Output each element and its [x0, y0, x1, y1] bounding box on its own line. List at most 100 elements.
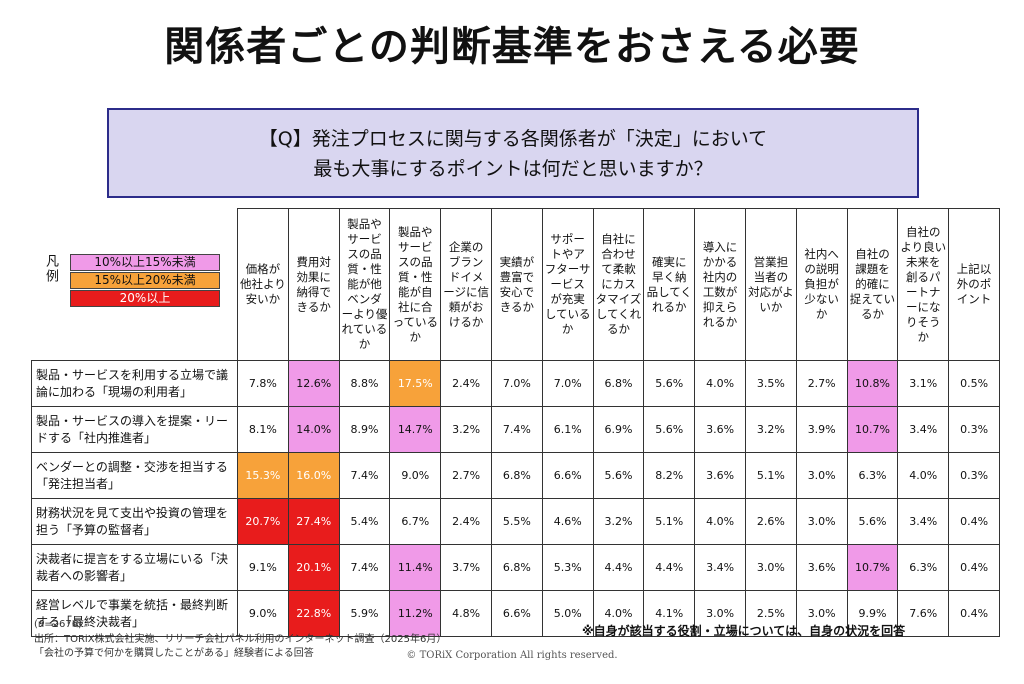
value-cell: 10.7% — [846, 406, 899, 453]
value-cell: 6.8% — [490, 452, 543, 499]
source-note: 出所：TORiX株式会社実施、リサーチ会社パネル利用のインターネット調査（202… — [34, 633, 446, 661]
value-cell: 17.5% — [389, 360, 442, 407]
value-cell: 2.4% — [440, 498, 492, 545]
question-line-2: 最も大事にするポイントは何だと思いますか？ — [313, 158, 713, 180]
value-cell: 3.7% — [440, 544, 492, 591]
value-cell: 3.0% — [694, 590, 746, 637]
table-row: 経営レベルで事業を統括・最終判断する「最終決裁者」 9.0% 22.8% 5.9% 11… — [31, 590, 1000, 637]
value-cell: 11.4% — [389, 544, 442, 591]
row-label: 財務状況を見て支出や投資の管理を担う「予算の監督者」 — [31, 498, 238, 545]
legend-item: 15%以上20%未満 — [70, 272, 220, 289]
value-cell: 11.2% — [389, 590, 442, 637]
value-cell: 2.7% — [440, 452, 492, 499]
value-cell: 0.3% — [948, 406, 1000, 453]
value-cell: 7.4% — [490, 406, 543, 453]
value-cell: 5.1% — [643, 498, 696, 545]
value-cell: 5.1% — [744, 452, 797, 499]
page-title: 関係者ごとの判断基準をおさえる必要 — [164, 24, 860, 70]
value-cell: 3.0% — [744, 544, 797, 591]
column-header: 価格が他社より安いか — [237, 208, 289, 361]
column-header: 自社のより良い未来を創るパートナーになりそうか — [897, 208, 950, 361]
value-cell: 4.0% — [694, 498, 746, 545]
value-cell: 14.0% — [287, 406, 340, 453]
column-header: 社内への説明負担が少ないか — [795, 208, 848, 361]
value-cell: 0.4% — [948, 590, 1000, 637]
value-cell: 8.1% — [237, 406, 289, 453]
row-label: 製品・サービスの導入を提案・リードする「社内推進者」 — [31, 406, 238, 453]
value-cell: 14.7% — [389, 406, 442, 453]
column-header: 企業のブランドイメージに信頼がおけるか — [440, 208, 492, 361]
value-cell: 4.0% — [694, 360, 746, 407]
value-cell: 10.7% — [846, 544, 899, 591]
result-table: 価格が他社より安いか 費用対効果に納得できるか 製品やサービスの品質・性能が他ベンダ… — [31, 208, 1000, 637]
column-header: 自社に合わせて柔軟にカスタマイズしてくれるか — [592, 208, 645, 361]
value-cell: 5.6% — [846, 498, 899, 545]
value-cell: 7.6% — [897, 590, 950, 637]
value-cell: 12.6% — [287, 360, 340, 407]
table-row: 製品・サービスを利用する立場で議論に加わる「現場の利用者」 7.8% 12.6% 8.… — [31, 360, 1000, 407]
column-header: 費用対効果に納得できるか — [287, 208, 340, 361]
value-cell: 3.0% — [795, 452, 848, 499]
value-cell: 3.2% — [440, 406, 492, 453]
value-cell: 4.4% — [643, 544, 696, 591]
copyright: © TORiX Corporation All rights reserved. — [406, 650, 618, 661]
value-cell: 8.8% — [338, 360, 391, 407]
value-cell: 3.4% — [897, 498, 950, 545]
value-cell: 15.3% — [237, 452, 289, 499]
value-cell: 3.0% — [795, 590, 848, 637]
value-cell: 4.0% — [592, 590, 645, 637]
value-cell: 6.9% — [592, 406, 645, 453]
value-cell: 3.4% — [694, 544, 746, 591]
value-cell: 4.8% — [440, 590, 492, 637]
value-cell: 7.8% — [237, 360, 289, 407]
value-cell: 0.4% — [948, 498, 1000, 545]
value-cell: 3.5% — [744, 360, 797, 407]
value-cell: 0.3% — [948, 452, 1000, 499]
value-cell: 6.7% — [389, 498, 442, 545]
column-header: 製品やサービスの品質・性能が自社に合っているか — [389, 208, 442, 361]
source-line-2: 「会社の予算で何かを購買したことがある」経験者による回答 — [34, 648, 314, 659]
value-cell: 5.9% — [338, 590, 391, 637]
table-row: 製品・サービスの導入を提案・リードする「社内推進者」 8.1% 14.0% 8.9% 1… — [31, 406, 1000, 453]
value-cell: 10.8% — [846, 360, 899, 407]
value-cell: 3.1% — [897, 360, 950, 407]
value-cell: 4.4% — [592, 544, 645, 591]
value-cell: 22.8% — [287, 590, 340, 637]
value-cell: 4.1% — [643, 590, 696, 637]
value-cell: 7.4% — [338, 544, 391, 591]
question-line-1: 【Q】発注プロセスに関与する各関係者が「決定」において — [258, 128, 768, 150]
value-cell: 6.3% — [846, 452, 899, 499]
value-cell: 6.6% — [541, 452, 594, 499]
value-cell: 8.9% — [338, 406, 391, 453]
value-cell: 7.0% — [541, 360, 594, 407]
column-header: 確実に早く納品してくれるか — [643, 208, 696, 361]
value-cell: 6.8% — [490, 544, 543, 591]
value-cell: 3.6% — [795, 544, 848, 591]
value-cell: 4.6% — [541, 498, 594, 545]
value-cell: 9.0% — [389, 452, 442, 499]
value-cell: 3.2% — [744, 406, 797, 453]
table-row: 財務状況を見て支出や投資の管理を担う「予算の監督者」 20.7% 27.4% 5.4%… — [31, 498, 1000, 545]
row-label: 決裁者に提言をする立場にいる「決裁者への影響者」 — [31, 544, 238, 591]
value-cell: 3.6% — [694, 406, 746, 453]
row-label: 製品・サービスを利用する立場で議論に加わる「現場の利用者」 — [31, 360, 238, 407]
table-row: ベンダーとの調整・交渉を担当する「発注担当者」 15.3% 16.0% 7.4% 9.0… — [31, 452, 1000, 499]
value-cell: 5.0% — [541, 590, 594, 637]
value-cell: 27.4% — [287, 498, 340, 545]
value-cell: 3.9% — [795, 406, 848, 453]
value-cell: 3.4% — [897, 406, 950, 453]
value-cell: 5.6% — [592, 452, 645, 499]
value-cell: 3.2% — [592, 498, 645, 545]
value-cell: 9.0% — [237, 590, 289, 637]
column-header: 上記以外のポイント — [948, 208, 1000, 361]
legend: 10%以上15%未満 15%以上20%未満 20%以上 — [70, 254, 220, 308]
source-line-1: 出所：TORiX株式会社実施、リサーチ会社パネル利用のインターネット調査（202… — [34, 634, 447, 645]
value-cell: 2.6% — [744, 498, 797, 545]
value-cell: 0.5% — [948, 360, 1000, 407]
value-cell: 7.4% — [338, 452, 391, 499]
value-cell: 3.6% — [694, 452, 746, 499]
column-header: 自社の課題を的確に捉えているか — [846, 208, 899, 361]
legend-title: 凡例 — [43, 254, 58, 284]
row-label: 経営レベルで事業を統括・最終判断する「最終決裁者」 — [31, 590, 238, 637]
value-cell: 6.8% — [592, 360, 645, 407]
